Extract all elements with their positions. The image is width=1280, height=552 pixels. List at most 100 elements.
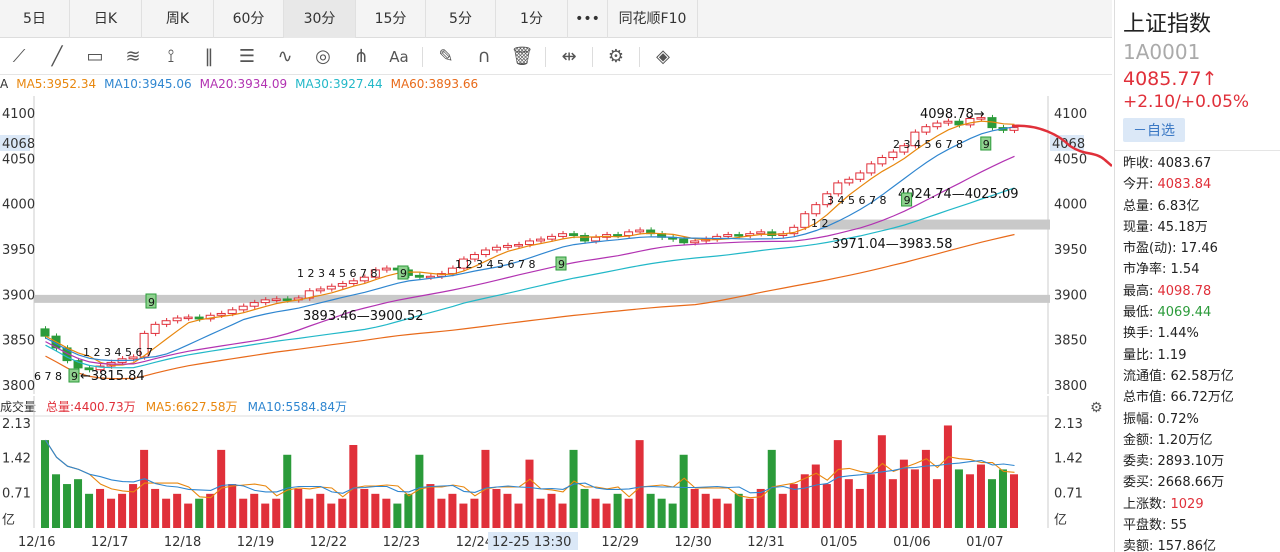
candle-body [822, 193, 832, 206]
ma60-line [45, 233, 1015, 380]
stat-label: 现量: [1123, 219, 1158, 235]
magnet-icon[interactable]: ∩ [477, 46, 491, 67]
vol-legend-item-2: MA10:5584.84万 [247, 400, 348, 414]
volume-bar [74, 479, 83, 528]
volume-bar [503, 493, 512, 528]
trash-icon[interactable]: 🗑 [510, 46, 534, 67]
stat-label: 委卖: [1123, 454, 1158, 470]
volume-bar [63, 484, 72, 528]
parallel-icon[interactable]: ‖ [204, 46, 214, 67]
tab-5[interactable]: 15分 [356, 0, 426, 38]
index-change: +2.10/+0.05% [1123, 92, 1250, 112]
tab-9[interactable]: 同花顺F10 [608, 0, 698, 38]
volume-settings-icon[interactable]: ⚙ [1090, 400, 1103, 416]
tab-7[interactable]: 1分 [496, 0, 568, 38]
tool-separator [592, 46, 593, 67]
candle-body [877, 157, 887, 165]
support-band-lower [34, 294, 1050, 303]
text-icon[interactable]: Aa [389, 47, 409, 66]
candle-body [271, 298, 281, 301]
candle-body [128, 356, 138, 360]
stat-row: 总市值: 66.72万亿 [1115, 387, 1280, 408]
volume-bar [492, 488, 501, 528]
stat-row: 金额: 1.20万亿 [1115, 430, 1280, 451]
td-nine: 9 [71, 370, 78, 383]
settings-icon[interactable]: ⚙ [607, 46, 625, 67]
candle-body [348, 280, 358, 285]
date-label: 12/31 [747, 535, 784, 550]
candle-body [888, 151, 898, 159]
volume-bar [899, 459, 908, 528]
fan-icon[interactable]: ≋ [125, 46, 141, 67]
tab-3[interactable]: 60分 [214, 0, 284, 38]
volume-chart[interactable]: 2.13 2.131.42 1.420.71 0.71亿 亿12/16 12/17 12/1… [0, 396, 1112, 552]
volume-bar [943, 425, 952, 528]
td-count: 1 2 3 4 5 6 7 8 [297, 267, 377, 280]
volume-bar [547, 493, 556, 528]
add-favorite-button[interactable]: －自选 [1123, 118, 1185, 142]
width-icon[interactable]: ⇹ [561, 46, 577, 67]
candle-body [613, 234, 623, 237]
vol-legend-item-0: 总量:4400.73万 [46, 400, 136, 414]
volume-bar [448, 493, 457, 528]
tab-0[interactable]: 5日 [0, 0, 70, 38]
candle-body [73, 360, 83, 369]
volume-bar [932, 479, 941, 528]
td-count: 1 2 [811, 217, 829, 230]
line-icon[interactable]: ╱ [51, 46, 63, 67]
price-tick-left: 4000 [2, 198, 35, 213]
td-count: 1 2 3 4 5 6 7 8 [455, 258, 535, 271]
price-tick-right: 4100 [1054, 107, 1087, 122]
wave-icon[interactable]: ∿ [277, 46, 293, 67]
volume-bar [360, 488, 369, 528]
volume-bar [316, 493, 325, 528]
volume-bar [393, 503, 402, 528]
pen-icon[interactable]: ✎ [438, 46, 454, 67]
volume-bar [668, 503, 677, 528]
candle-body [414, 274, 424, 278]
candle-body [547, 235, 557, 240]
volume-bar [371, 493, 380, 528]
tab-1[interactable]: 日K [70, 0, 142, 38]
tab-2[interactable]: 周K [142, 0, 214, 38]
date-label: 12/22 [310, 535, 347, 550]
candle-body [932, 122, 942, 128]
volume-bar [162, 498, 171, 528]
volume-bar [591, 498, 600, 528]
volume-bar [679, 454, 688, 528]
volume-bar [767, 449, 776, 528]
cycle-icon[interactable]: ◎ [315, 46, 331, 67]
candle-body [194, 316, 204, 320]
layers-icon[interactable]: ◈ [656, 46, 670, 67]
rect-icon[interactable]: ▭ [86, 46, 104, 67]
vol-tick-left: 1.42 [2, 452, 31, 467]
candle-body [833, 182, 843, 195]
stat-value: 2893.10万 [1157, 454, 1225, 470]
volume-bar [437, 498, 446, 528]
candlestick-chart[interactable]: 4100 4100 4050 4050 4000 4000 3950 3950 3900 3900… [0, 96, 1112, 394]
stat-value: 1029 [1170, 496, 1204, 512]
candle-body [370, 269, 380, 278]
volume-bar [536, 498, 545, 528]
td-nine: 9 [983, 138, 990, 151]
current-price-tag-left [0, 135, 30, 152]
tab-4[interactable]: 30分 [284, 0, 356, 38]
fork-icon[interactable]: ⋔ [353, 46, 369, 67]
td-count: 3 4 5 6 7 8 [827, 194, 886, 207]
volume-bar [261, 503, 270, 528]
volume-bar [800, 474, 809, 528]
volume-bar [327, 503, 336, 528]
stat-label: 市净率: [1123, 262, 1171, 278]
td-nine: 9 [558, 258, 565, 271]
candle-body [513, 244, 523, 247]
candle-body [690, 240, 700, 244]
cursor-icon[interactable]: ⟋ [12, 46, 26, 67]
tab-8[interactable]: ••• [568, 0, 608, 38]
segment-icon[interactable]: ⟟ [167, 46, 175, 67]
tab-6[interactable]: 5分 [426, 0, 496, 38]
volume-bar [404, 493, 413, 528]
stat-value: 2668.66万 [1157, 475, 1225, 491]
channel-icon[interactable]: ☰ [238, 46, 256, 67]
volume-bar [855, 488, 864, 528]
volume-bar [558, 503, 567, 528]
